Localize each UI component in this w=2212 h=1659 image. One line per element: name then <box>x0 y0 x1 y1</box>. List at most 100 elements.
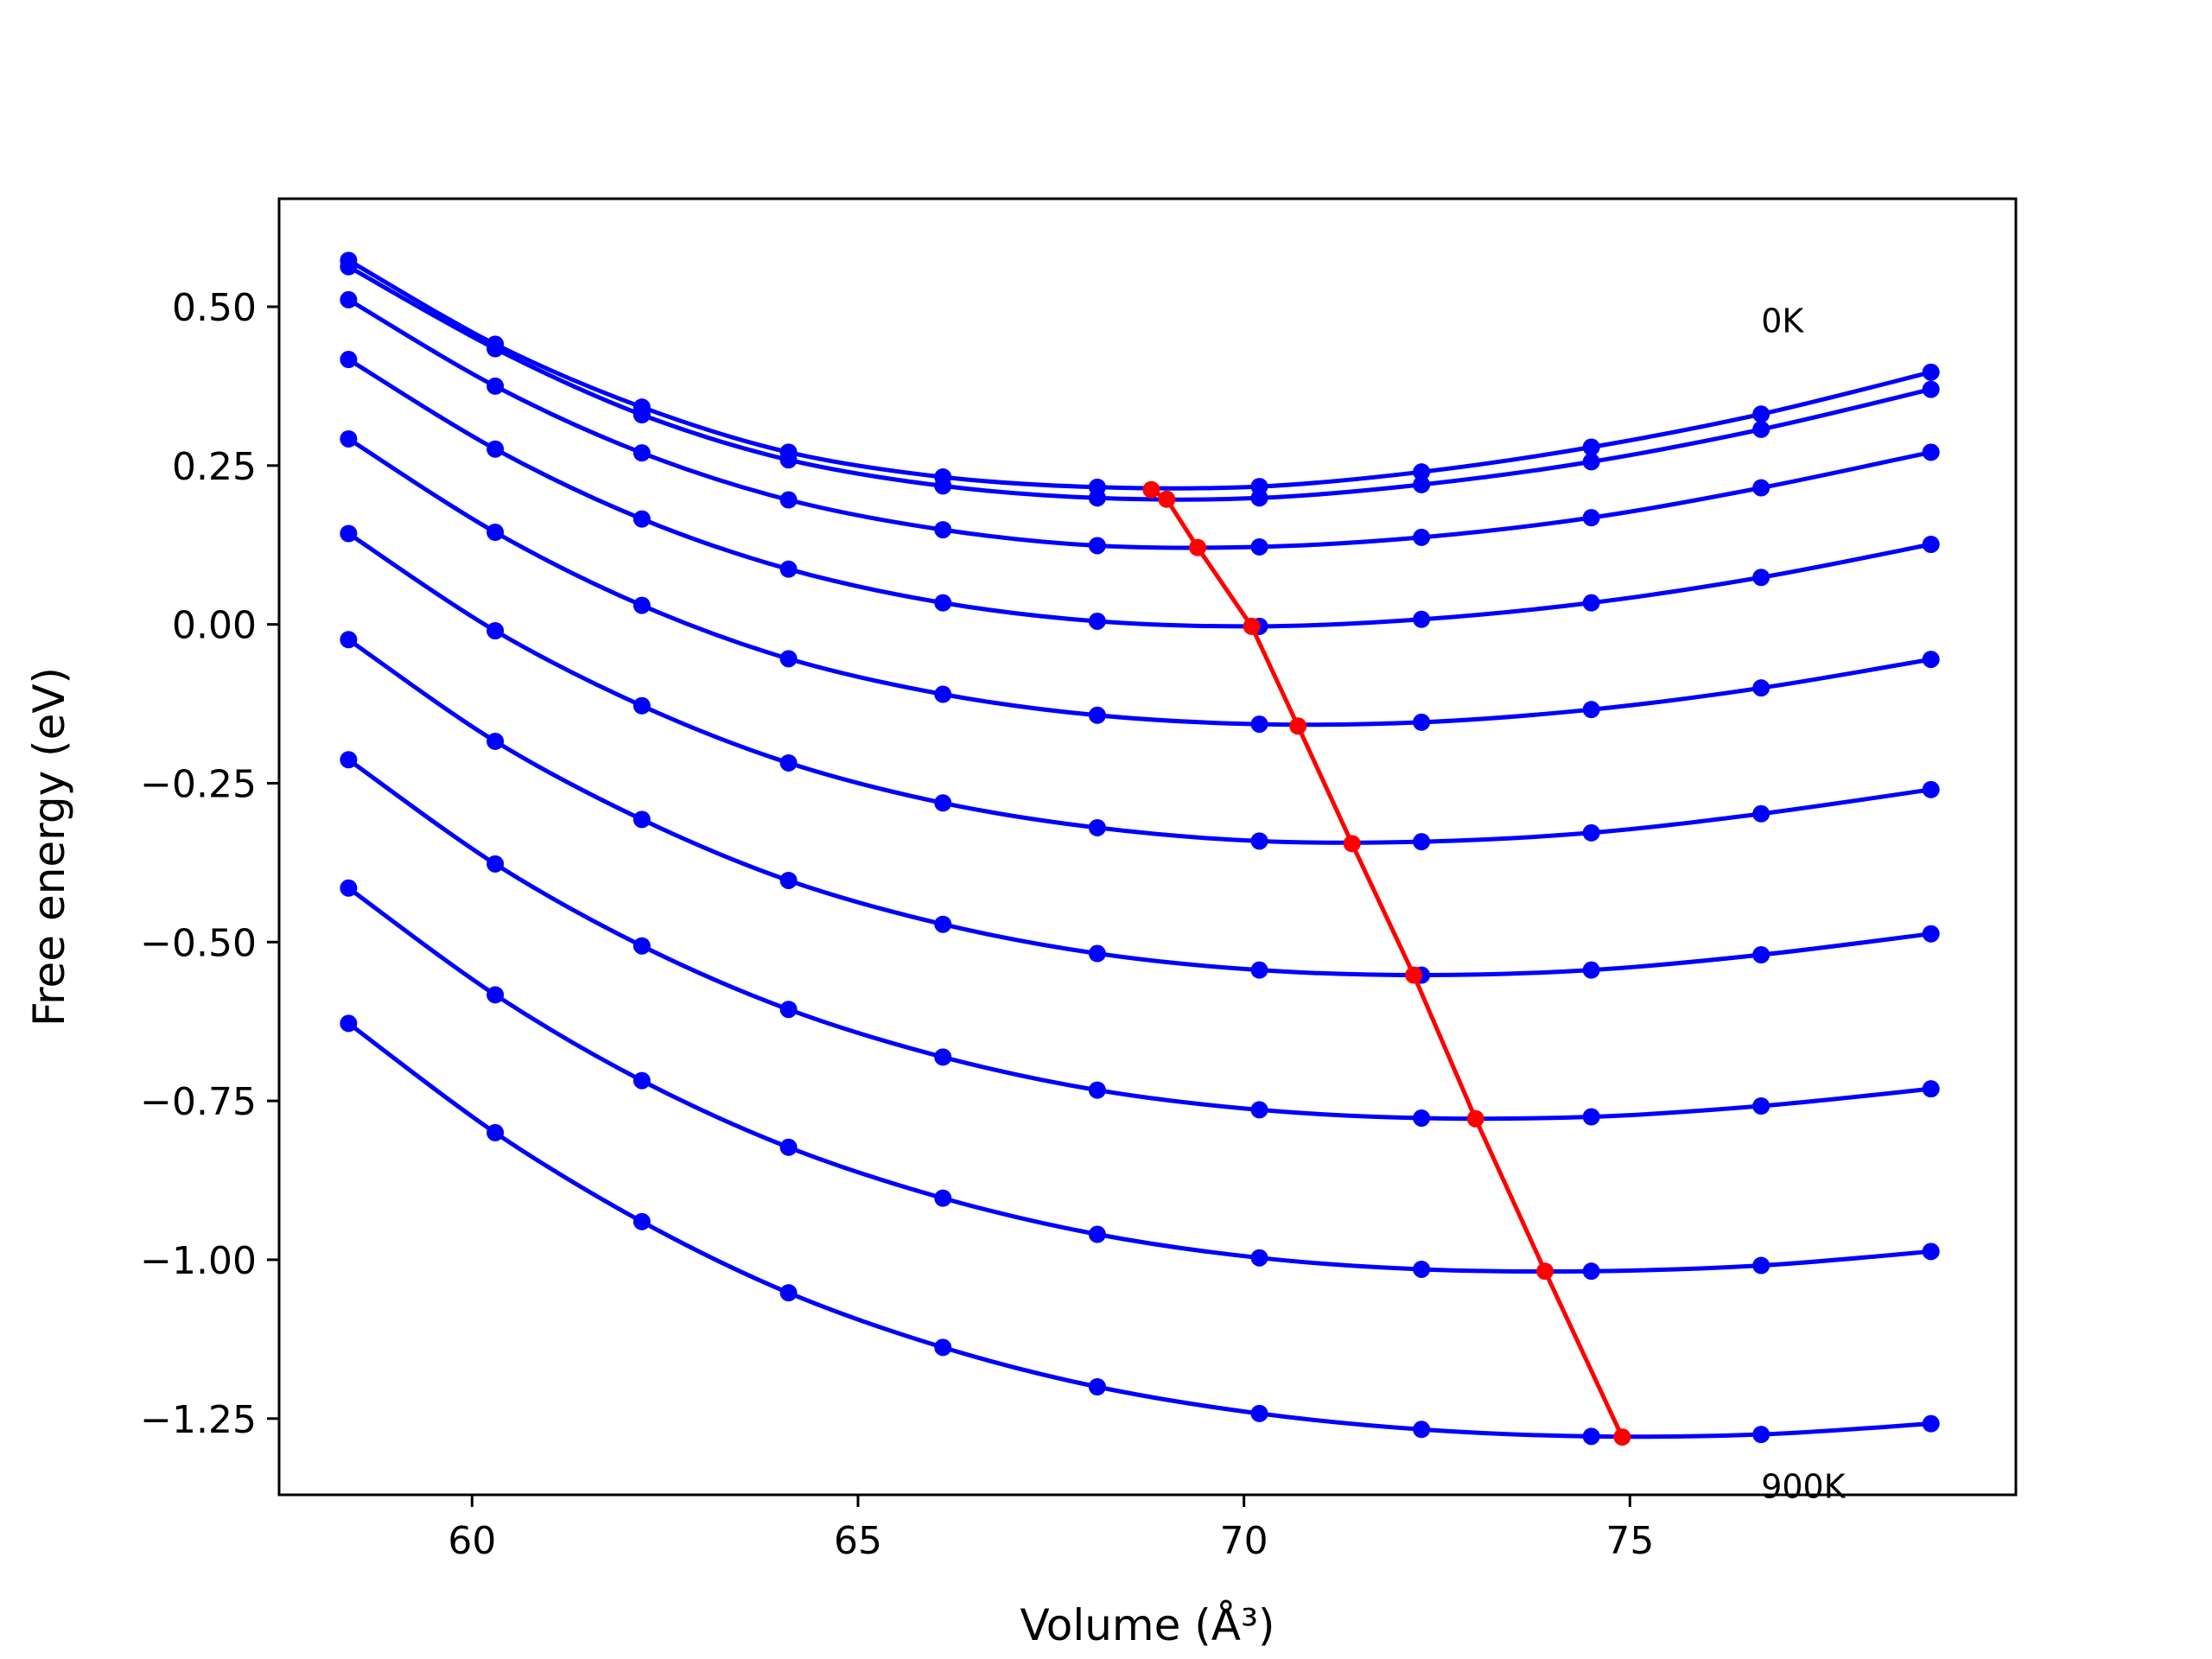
series-point <box>1922 363 1940 381</box>
series-point <box>1752 405 1770 423</box>
y-tick-label: 0.00 <box>172 604 257 648</box>
series-point <box>779 871 798 889</box>
x-axis-ticks: 60 65 70 75 <box>448 1495 1654 1563</box>
series-point <box>340 257 358 276</box>
series-point <box>1088 1225 1106 1243</box>
x-tick-label: 60 <box>448 1519 496 1563</box>
minima-point <box>1142 480 1160 499</box>
series-point <box>1582 701 1600 719</box>
series-point <box>1922 651 1940 669</box>
series-point <box>1250 489 1268 507</box>
series-point <box>1922 925 1940 943</box>
minima-point <box>1613 1428 1631 1446</box>
series-point <box>1582 1262 1600 1281</box>
minima-point <box>1405 966 1423 984</box>
series-point <box>1413 713 1431 731</box>
series-point <box>1922 780 1940 798</box>
series-point <box>1922 380 1940 398</box>
series-point <box>934 1189 952 1207</box>
series-point <box>779 650 798 668</box>
temperature-annotation: 0K <box>1761 302 1804 340</box>
series-point <box>1922 1414 1940 1433</box>
series-point <box>934 521 952 539</box>
series-point <box>1250 715 1268 734</box>
series-point <box>779 1138 798 1156</box>
series-point <box>1413 833 1431 851</box>
series-point <box>1413 1109 1431 1127</box>
series-point <box>779 1284 798 1302</box>
series-point <box>1250 1404 1268 1422</box>
series-point <box>340 351 358 369</box>
y-tick-label: −1.00 <box>140 1239 257 1283</box>
y-tick-label: −0.25 <box>140 762 257 806</box>
series-point <box>340 751 358 769</box>
y-axis-ticks: 0.50 0.25 0.00 −0.25 −0.50 −0.75 −1.00 −1.25 <box>140 286 279 1442</box>
series-point <box>632 937 651 955</box>
series-point <box>1088 489 1106 507</box>
series-point <box>632 444 651 462</box>
series-point <box>1250 1101 1268 1119</box>
series-point <box>1413 475 1431 493</box>
series-point <box>1250 832 1268 850</box>
series-point <box>340 631 358 649</box>
series-point <box>340 429 358 448</box>
series-point <box>1413 610 1431 628</box>
minima-point <box>1466 1109 1484 1128</box>
series-point <box>1413 528 1431 546</box>
series-point <box>1922 1243 1940 1261</box>
series-point <box>632 510 651 528</box>
series-point <box>486 440 505 458</box>
series-point <box>632 696 651 715</box>
x-tick-label: 75 <box>1605 1519 1654 1563</box>
y-tick-label: −1.25 <box>140 1398 257 1442</box>
series-point <box>1752 1256 1770 1274</box>
y-tick-label: −0.75 <box>140 1080 257 1124</box>
y-tick-label: −0.50 <box>140 921 257 965</box>
series-point <box>632 406 651 423</box>
series-point <box>934 915 952 933</box>
series-point <box>934 477 952 495</box>
x-tick-label: 70 <box>1220 1519 1268 1563</box>
x-axis-label: Volume (Å³) <box>1020 1600 1274 1650</box>
series-point <box>1088 1378 1106 1395</box>
minima-point <box>1343 835 1361 853</box>
series-point <box>1413 1421 1431 1439</box>
series-point <box>1922 536 1940 553</box>
series-point <box>1088 818 1106 836</box>
minima-line-group <box>1142 480 1631 1446</box>
series-point <box>486 340 505 358</box>
series-point <box>1413 463 1431 481</box>
series-point <box>934 594 952 612</box>
y-tick-label: 0.25 <box>172 445 257 489</box>
series-point <box>632 1071 651 1090</box>
series-point <box>1922 443 1940 461</box>
series-point <box>934 685 952 703</box>
y-axis-label: Free energy (eV) <box>24 667 74 1027</box>
x-tick-label: 65 <box>834 1519 882 1563</box>
series-point <box>1582 823 1600 842</box>
minima-point <box>1189 538 1207 556</box>
series-point <box>1250 961 1268 979</box>
series-point <box>1582 438 1600 456</box>
series-point <box>486 855 505 873</box>
series-point <box>779 1001 798 1019</box>
series-point <box>486 1123 505 1141</box>
minima-point <box>1243 617 1261 635</box>
series-point <box>1752 569 1770 587</box>
series-point <box>779 560 798 578</box>
series-point <box>779 491 798 509</box>
series-point <box>1752 1097 1770 1115</box>
series-point <box>486 377 505 395</box>
series-point <box>779 451 798 469</box>
series-point <box>632 596 651 614</box>
series-point <box>934 1338 952 1357</box>
series-point <box>1582 961 1600 979</box>
series-point <box>1582 509 1600 527</box>
series-point <box>1752 804 1770 823</box>
series-point <box>1250 1249 1268 1267</box>
series-point <box>1088 612 1106 630</box>
series-point <box>1088 944 1106 963</box>
annotations-group: 0K 900K <box>1761 302 1847 1505</box>
minima-point <box>1289 717 1307 735</box>
series-point <box>934 1048 952 1066</box>
